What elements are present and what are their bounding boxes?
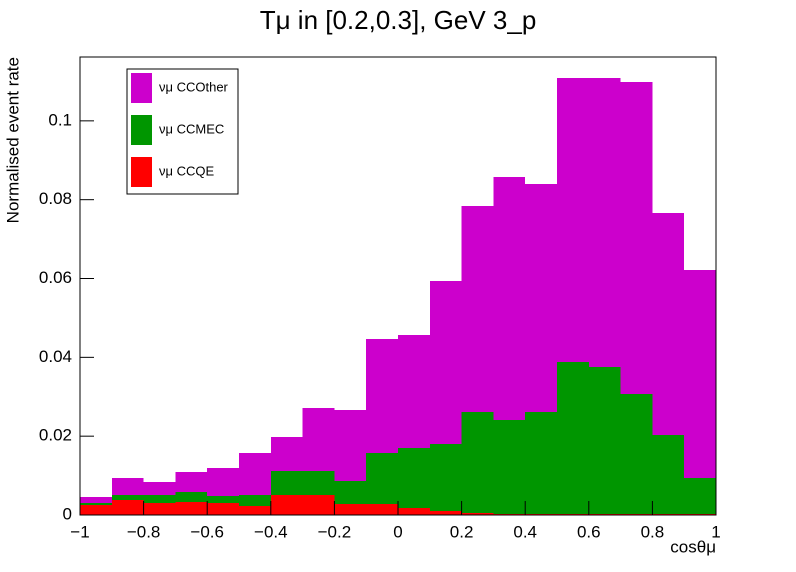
legend-swatch — [131, 73, 152, 103]
y-tick-label: 0 — [63, 504, 72, 523]
histogram-bar — [493, 420, 526, 514]
histogram-bar — [461, 412, 494, 514]
histogram-bar — [588, 366, 621, 514]
histogram-bar — [207, 468, 239, 497]
histogram-bar — [557, 362, 589, 514]
x-tick-label: −0.6 — [190, 522, 224, 541]
histogram-bar — [366, 338, 398, 454]
histogram-bar — [175, 492, 208, 502]
y-tick-label: 0.04 — [39, 347, 72, 366]
histogram-bar — [239, 494, 271, 506]
histogram-bar — [493, 513, 526, 515]
histogram-bar — [525, 183, 557, 413]
x-tick-label: 0.2 — [450, 522, 474, 541]
y-axis-title: Normalised event rate — [3, 57, 22, 223]
histogram-bar — [620, 393, 653, 514]
histogram-bar — [270, 470, 303, 495]
legend-label: νμ CCMEC — [159, 121, 224, 136]
x-tick-label: 0 — [393, 522, 402, 541]
histogram-bar — [80, 503, 112, 506]
x-tick-label: 0.8 — [641, 522, 665, 541]
histogram-bar — [143, 503, 176, 515]
histogram-bar — [239, 453, 271, 495]
histogram-bar — [302, 494, 335, 515]
histogram-bar — [525, 412, 557, 514]
x-tick-label: 1 — [711, 522, 720, 541]
histogram-bar — [302, 470, 335, 495]
y-tick-label: 0.1 — [48, 110, 72, 129]
histogram-bar — [525, 513, 557, 515]
histogram-bar — [429, 444, 462, 512]
histogram-bar — [588, 513, 621, 515]
legend-swatch — [131, 157, 152, 187]
histogram-bar — [80, 496, 112, 504]
histogram-bar — [270, 494, 303, 515]
histogram-bar — [366, 453, 398, 504]
histogram-bar — [557, 77, 589, 363]
histogram-bar — [398, 507, 430, 515]
histogram-bar — [302, 407, 335, 471]
histogram-bar — [175, 501, 208, 515]
histogram-bar — [334, 503, 367, 515]
histogram-bar — [684, 477, 716, 514]
histogram-bar — [620, 513, 653, 515]
histogram-bar — [557, 513, 589, 515]
histogram-bar — [620, 81, 653, 394]
y-tick-label: 0.08 — [39, 189, 72, 208]
histogram-bar — [111, 494, 144, 501]
histogram-bar — [684, 513, 716, 515]
histogram-bar — [493, 176, 526, 421]
histogram-bar — [588, 77, 621, 367]
histogram-bar — [366, 503, 398, 515]
x-tick-label: −0.2 — [318, 522, 352, 541]
histogram-bar — [270, 436, 303, 471]
x-tick-label: −0.8 — [127, 522, 161, 541]
x-axis-title: cosθμ — [670, 537, 716, 556]
histogram-bar — [80, 505, 112, 515]
x-tick-label: −0.4 — [254, 522, 288, 541]
histogram-bar — [143, 481, 176, 495]
x-tick-label: 0.4 — [513, 522, 537, 541]
chart-title: Tμ in [0.2,0.3], GeV 3_p — [260, 5, 537, 35]
histogram-bar — [111, 500, 144, 515]
legend-label: νμ CCOther — [159, 79, 229, 94]
histogram-bar — [143, 494, 176, 504]
histogram-bar — [334, 481, 367, 504]
histogram-bar — [398, 334, 430, 448]
histogram-bar — [207, 503, 239, 515]
histogram-bar — [461, 205, 494, 413]
x-tick-label: −1 — [70, 522, 89, 541]
histogram-bar — [429, 280, 462, 445]
histogram-bar — [429, 511, 462, 515]
histogram-bar — [652, 513, 685, 515]
y-tick-label: 0.02 — [39, 426, 72, 445]
histogram-bar — [398, 447, 430, 508]
histogram-bar — [652, 434, 685, 514]
x-tick-label: 0.6 — [577, 522, 601, 541]
histogram-bar — [111, 477, 144, 495]
y-tick-label: 0.06 — [39, 268, 72, 287]
histogram-bar — [461, 513, 494, 515]
legend-swatch — [131, 115, 152, 145]
histogram-bar — [239, 505, 271, 515]
histogram-bar — [175, 472, 208, 493]
legend-label: νμ CCQE — [159, 163, 214, 178]
histogram-bar — [652, 213, 685, 435]
histogram-bar — [207, 496, 239, 504]
histogram-bar — [334, 410, 367, 482]
histogram-bar — [684, 269, 716, 478]
